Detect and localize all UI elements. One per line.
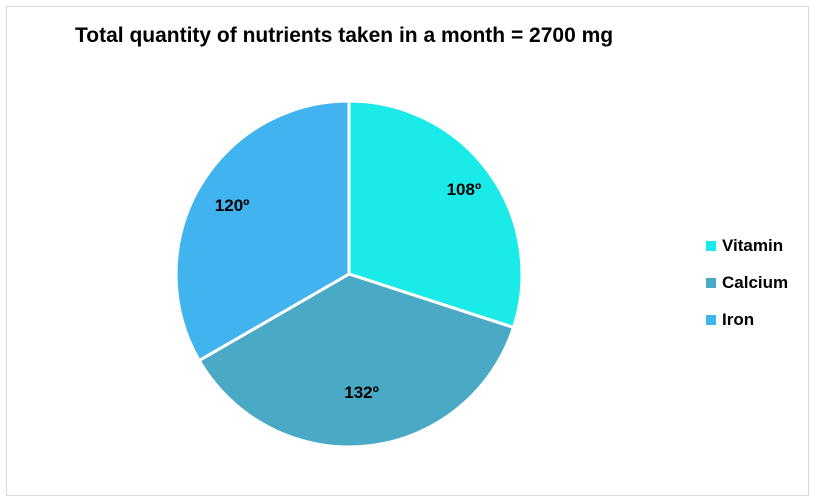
pie-slice-vitamin (347, 99, 524, 329)
legend-item-vitamin: Vitamin (706, 227, 788, 264)
chart-title: Total quantity of nutrients taken in a m… (75, 24, 614, 47)
pie-slice-iron (174, 99, 351, 362)
data-label-calcium: 132º (344, 383, 379, 402)
data-label-vitamin: 108º (447, 180, 482, 199)
legend-swatch-iron (706, 314, 716, 325)
legend: Vitamin Calcium Iron (706, 227, 788, 338)
legend-label-iron: Iron (722, 309, 755, 329)
legend-label-calcium: Calcium (722, 272, 789, 292)
legend-swatch-vitamin (706, 240, 716, 251)
legend-swatch-calcium (706, 277, 716, 288)
legend-label-vitamin: Vitamin (722, 235, 784, 255)
pie-slice-calcium (197, 272, 516, 449)
legend-item-iron: Iron (706, 301, 788, 338)
legend-item-calcium: Calcium (706, 264, 788, 301)
data-label-iron: 120º (215, 196, 250, 215)
